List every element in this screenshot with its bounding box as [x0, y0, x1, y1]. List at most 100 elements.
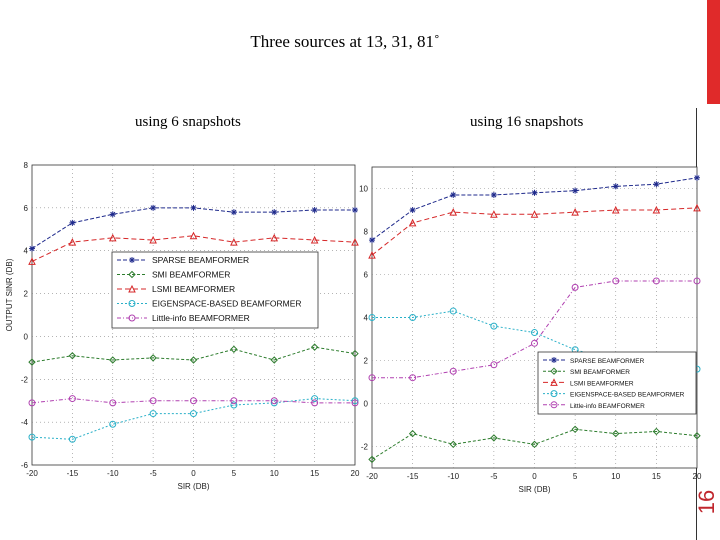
legend-box	[111, 251, 319, 329]
y-tick-label: 6	[24, 204, 29, 213]
series-4	[28, 395, 359, 443]
data-point	[150, 204, 157, 211]
data-point	[271, 209, 278, 216]
legend: SPARSE BEAMFORMER SMI BEAMFORMER LSMI BEAM…	[111, 251, 319, 329]
series-1	[369, 174, 700, 244]
data-point	[230, 397, 238, 405]
legend-marker	[550, 367, 558, 375]
data-point	[189, 231, 198, 240]
data-point	[68, 238, 77, 246]
data-point	[149, 397, 157, 405]
data-point	[571, 208, 579, 216]
series-2	[368, 425, 701, 464]
data-point	[652, 427, 661, 436]
data-point	[571, 283, 579, 291]
data-point	[351, 238, 359, 246]
data-point	[612, 277, 620, 285]
data-point	[612, 183, 619, 190]
data-point	[311, 399, 319, 407]
data-point	[69, 219, 76, 226]
x-tick-label: 0	[532, 472, 537, 481]
legend-marker	[550, 378, 558, 386]
data-point	[230, 401, 238, 409]
data-point	[694, 174, 700, 181]
data-point	[28, 399, 36, 407]
series-line	[371, 428, 698, 460]
data-point	[612, 429, 620, 438]
legend-item: Little-info BEAMFORMER	[543, 401, 645, 410]
legend-marker	[128, 300, 136, 307]
x-tick-label: -5	[490, 472, 498, 481]
x-tick-label: -5	[150, 469, 158, 478]
data-point	[230, 238, 238, 246]
legend-item: SMI BEAMFORMER	[117, 270, 230, 280]
x-tick-label: -15	[67, 469, 79, 478]
data-point	[693, 203, 701, 212]
x-tick-label: 20	[693, 472, 702, 481]
legend-marker	[551, 357, 557, 363]
legend-item: EIGENSPACE-BASED BEAMFORMER	[117, 299, 302, 309]
y-tick-label: 0	[364, 400, 369, 409]
legend-item: SMI BEAMFORMER	[543, 367, 630, 376]
y-tick-label: -6	[21, 461, 29, 470]
x-axis-label: SIR (DB)	[519, 485, 551, 494]
data-point	[693, 277, 701, 285]
data-point	[230, 209, 237, 216]
legend-marker	[128, 284, 136, 293]
data-point	[108, 233, 117, 242]
data-point	[28, 257, 36, 265]
data-point	[109, 420, 117, 428]
y-axis-label: OUTPUT SINR (DB)	[5, 258, 14, 331]
y-tick-label: 0	[24, 332, 29, 341]
data-point	[652, 205, 661, 214]
data-point	[109, 356, 117, 364]
legend-label: SPARSE BEAMFORMER	[152, 255, 249, 265]
series-5	[28, 395, 359, 407]
legend-label: SPARSE BEAMFORMER	[570, 358, 645, 365]
data-point	[490, 210, 498, 218]
data-point	[449, 208, 458, 216]
data-point	[531, 189, 538, 196]
series-5	[368, 277, 701, 382]
subtitle-left: using 6 snapshots	[135, 114, 241, 130]
data-point	[369, 237, 375, 244]
x-tick-label: -20	[366, 472, 378, 481]
legend-label: LSMI BEAMFORMER	[152, 284, 235, 294]
subtitle-right: using 16 snapshots	[470, 114, 584, 130]
x-tick-label: 0	[191, 469, 196, 478]
data-point	[68, 435, 76, 443]
data-point	[368, 455, 376, 464]
x-tick-label: 10	[270, 469, 279, 478]
series-1	[29, 204, 358, 252]
y-tick-label: 4	[24, 247, 29, 256]
legend-item: LSMI BEAMFORMER	[117, 284, 235, 294]
x-axis-label: SIR (DB)	[178, 482, 210, 491]
data-point	[270, 233, 279, 242]
legend-box	[537, 351, 697, 415]
x-tick-label: -10	[107, 469, 119, 478]
x-tick-label: 5	[232, 469, 237, 478]
legend-item: SPARSE BEAMFORMER	[543, 357, 645, 365]
data-point	[368, 251, 376, 259]
data-point	[531, 339, 538, 347]
data-point	[368, 374, 376, 382]
slide-title: Three sources at 13, 31, 81˚	[250, 32, 440, 51]
data-point	[351, 397, 359, 405]
data-point	[270, 356, 278, 364]
y-tick-label: 8	[364, 228, 369, 237]
data-point	[409, 207, 416, 213]
data-point	[490, 191, 497, 198]
legend-marker	[128, 270, 136, 279]
data-point	[68, 352, 77, 360]
x-tick-label: -15	[407, 472, 419, 481]
y-tick-label: 10	[359, 185, 368, 194]
data-point	[190, 410, 197, 418]
legend-label: EIGENSPACE-BASED BEAMFORMER	[152, 299, 302, 309]
data-point	[530, 440, 539, 449]
legend-item: Little-info BEAMFORMER	[117, 313, 250, 323]
series-line	[31, 398, 356, 440]
x-tick-label: -10	[447, 472, 459, 481]
data-point	[571, 425, 579, 434]
data-point	[693, 432, 701, 440]
data-point	[652, 277, 660, 285]
